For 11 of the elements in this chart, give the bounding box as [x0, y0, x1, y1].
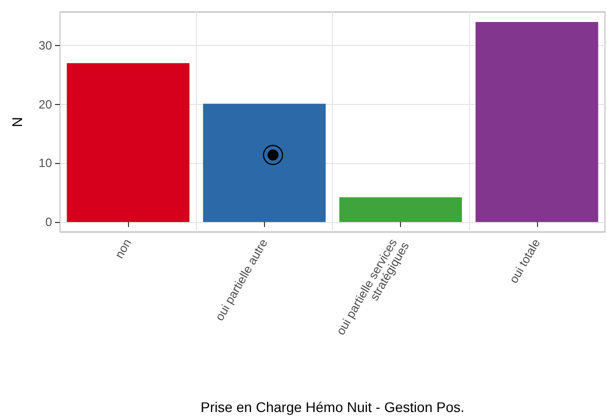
bar	[66, 63, 190, 222]
x-tick-label: non	[112, 236, 134, 261]
y-tick-label: 0	[45, 215, 52, 229]
y-tick-label: 10	[38, 156, 52, 170]
bar	[203, 104, 326, 222]
y-tick-label: 30	[38, 38, 52, 53]
y-axis-title: N	[9, 116, 25, 128]
bar	[476, 22, 598, 222]
x-axis-title: Prise en Charge Hémo Nuit - Gestion Pos.	[200, 399, 464, 415]
bar	[339, 197, 462, 222]
y-tick-label: 20	[38, 97, 52, 112]
